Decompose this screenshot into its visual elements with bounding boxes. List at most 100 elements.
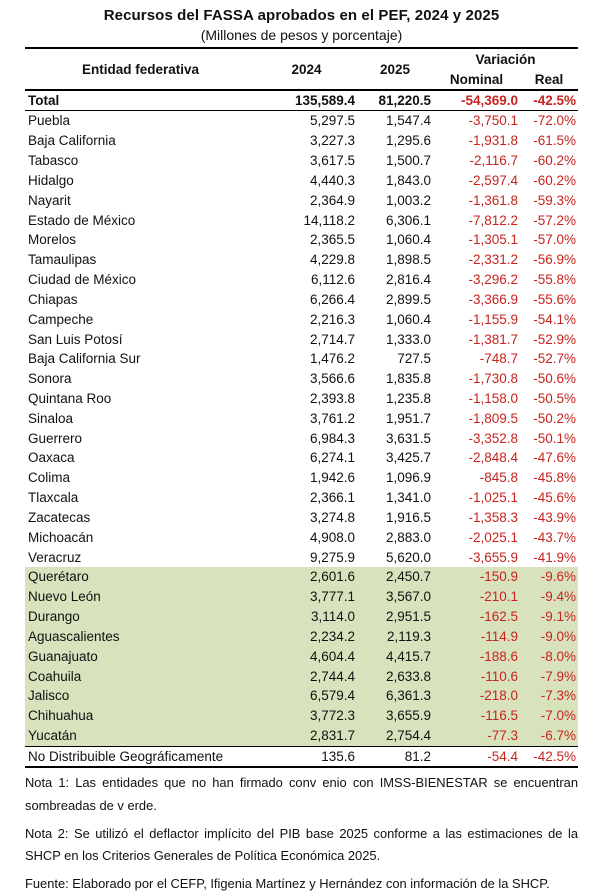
total-2024: 135,589.4 — [294, 93, 355, 108]
value-real: -61.5% — [533, 133, 576, 149]
table-row: Chiapas 6,266.4 2,899.5 -3,366.9 -55.6% — [25, 289, 578, 309]
entity-name: Campeche — [28, 311, 94, 327]
header-2024: 2024 — [291, 61, 322, 77]
entity-name: Coahuila — [28, 668, 82, 684]
value-2024: 2,714.7 — [309, 331, 355, 347]
value-real: -9.4% — [540, 589, 576, 605]
total-real: -42.5% — [533, 93, 576, 108]
table-row: Estado de México 14,118.2 6,306.1 -7,812… — [25, 210, 578, 230]
value-real: -7.0% — [540, 708, 576, 724]
table-header: Entidad federativa 2024 2025 Variación N… — [25, 47, 578, 91]
value-nominal: -2,597.4 — [468, 172, 518, 188]
value-real: -54.1% — [533, 311, 576, 327]
value-2025: 1,295.6 — [385, 133, 431, 149]
value-real: -43.9% — [533, 509, 576, 525]
value-2025: 3,631.5 — [385, 430, 431, 446]
entity-name: Durango — [28, 609, 80, 625]
entity-name: Tamaulipas — [28, 252, 97, 268]
value-2025: 1,843.0 — [385, 172, 431, 188]
value-2024: 2,365.5 — [309, 232, 355, 248]
value-nominal: -2,848.4 — [468, 450, 518, 466]
entity-name: Colima — [28, 470, 71, 486]
value-2024: 6,112.6 — [310, 272, 355, 288]
header-variacion: Variación — [475, 51, 536, 67]
table-body: Puebla 5,297.5 1,547.4 -3,750.1 -72.0% B… — [25, 111, 578, 746]
value-2024: 4,908.0 — [309, 529, 355, 545]
table-row: Guanajuato 4,604.4 4,415.7 -188.6 -8.0% — [25, 646, 578, 667]
table-row: Guerrero 6,984.3 3,631.5 -3,352.8 -50.1% — [25, 428, 578, 448]
value-2025: 1,235.8 — [385, 391, 431, 406]
entity-name: Baja California — [28, 133, 116, 149]
value-nominal: -748.7 — [479, 351, 518, 367]
total-2025: 81,220.5 — [378, 93, 431, 108]
entity-name: Zacatecas — [28, 509, 91, 525]
value-nominal: -1,730.8 — [468, 371, 518, 387]
value-nominal: -2,331.2 — [468, 252, 518, 268]
value-real: -50.6% — [533, 371, 576, 387]
value-nominal: -1,025.1 — [468, 490, 518, 506]
value-2025: 2,119.3 — [386, 628, 431, 644]
entity-name: Puebla — [28, 113, 71, 129]
footer-nominal: -54.4 — [487, 748, 518, 764]
value-nominal: -114.9 — [480, 628, 518, 644]
footer-row: No Distribuible Geográficamente 135.6 81… — [25, 745, 578, 769]
header-nominal: Nominal — [449, 71, 504, 87]
value-nominal: -2,116.7 — [469, 153, 518, 169]
value-2024: 4,229.8 — [309, 252, 355, 268]
table-row: Hidalgo 4,440.3 1,843.0 -2,597.4 -60.2% — [25, 170, 578, 190]
value-2025: 1,060.4 — [385, 311, 431, 327]
value-nominal: -1,358.3 — [468, 509, 518, 525]
table-row: Campeche 2,216.3 1,060.4 -1,155.9 -54.1% — [25, 309, 578, 329]
entity-name: Michoacán — [28, 529, 94, 545]
value-nominal: -3,750.1 — [468, 113, 518, 129]
value-nominal: -150.9 — [479, 569, 518, 585]
value-real: -8.0% — [540, 648, 576, 664]
value-real: -50.1% — [533, 430, 576, 446]
value-2024: 5,297.5 — [309, 113, 355, 129]
value-real: -60.2% — [533, 153, 576, 169]
value-2024: 1,942.6 — [309, 470, 355, 486]
entity-name: Tabasco — [28, 153, 79, 169]
value-2025: 1,096.9 — [385, 470, 431, 486]
total-row: Total 135,589.4 81,220.5 -54,369.0 -42.5… — [25, 91, 578, 111]
value-2024: 14,118.2 — [303, 212, 355, 228]
value-real: -47.6% — [533, 450, 576, 466]
total-nominal: -54,369.0 — [460, 93, 518, 108]
value-2025: 2,633.8 — [385, 668, 431, 684]
value-real: -9.6% — [540, 569, 576, 585]
value-2024: 3,772.3 — [309, 708, 355, 724]
table-subtitle: (Millones de pesos y porcentaje) — [200, 27, 403, 43]
entity-name: Sonora — [28, 371, 72, 387]
value-2025: 1,003.2 — [385, 192, 431, 208]
source-note: Fuente: Elaborado por el CEFP, Ifigenia … — [25, 876, 550, 892]
value-real: -55.6% — [533, 291, 576, 307]
note-1: Nota 1: Las entidades que no han firmado… — [25, 775, 578, 813]
table-row: Morelos 2,365.5 1,060.4 -1,305.1 -57.0% — [25, 230, 578, 250]
value-nominal: -3,352.8 — [468, 430, 518, 446]
table-row: Aguascalientes 2,234.2 2,119.3 -114.9 -9… — [25, 626, 578, 647]
table-row: Oaxaca 6,274.1 3,425.7 -2,848.4 -47.6% — [25, 448, 578, 468]
table-row: Sinaloa 3,761.2 1,951.7 -1,809.5 -50.2% — [25, 408, 578, 428]
value-2024: 6,984.3 — [309, 430, 355, 446]
value-2025: 3,425.7 — [385, 450, 431, 466]
entity-name: Nayarit — [28, 192, 71, 208]
entity-name: Nuevo León — [28, 589, 101, 605]
value-nominal: -162.5 — [479, 609, 518, 625]
value-nominal: -77.3 — [487, 728, 518, 744]
total-label: Total — [28, 93, 60, 108]
value-nominal: -1,155.9 — [468, 311, 518, 327]
footer-entity: No Distribuible Geográficamente — [28, 748, 224, 764]
value-nominal: -110.6 — [480, 668, 518, 684]
value-2024: 3,617.5 — [309, 153, 355, 169]
value-2025: 2,816.4 — [385, 272, 431, 288]
header-entity: Entidad federativa — [81, 61, 200, 77]
value-2025: 2,899.5 — [385, 291, 431, 307]
value-real: -60.2% — [533, 172, 576, 188]
value-2025: 1,547.4 — [385, 113, 431, 129]
value-2024: 2,216.3 — [309, 311, 355, 327]
table-row: Querétaro 2,601.6 2,450.7 -150.9 -9.6% — [25, 567, 578, 587]
footer-real: -42.5% — [533, 748, 576, 764]
entity-name: Guerrero — [28, 430, 83, 446]
value-2025: 1,951.7 — [385, 410, 431, 426]
value-2024: 3,114.0 — [310, 609, 355, 625]
